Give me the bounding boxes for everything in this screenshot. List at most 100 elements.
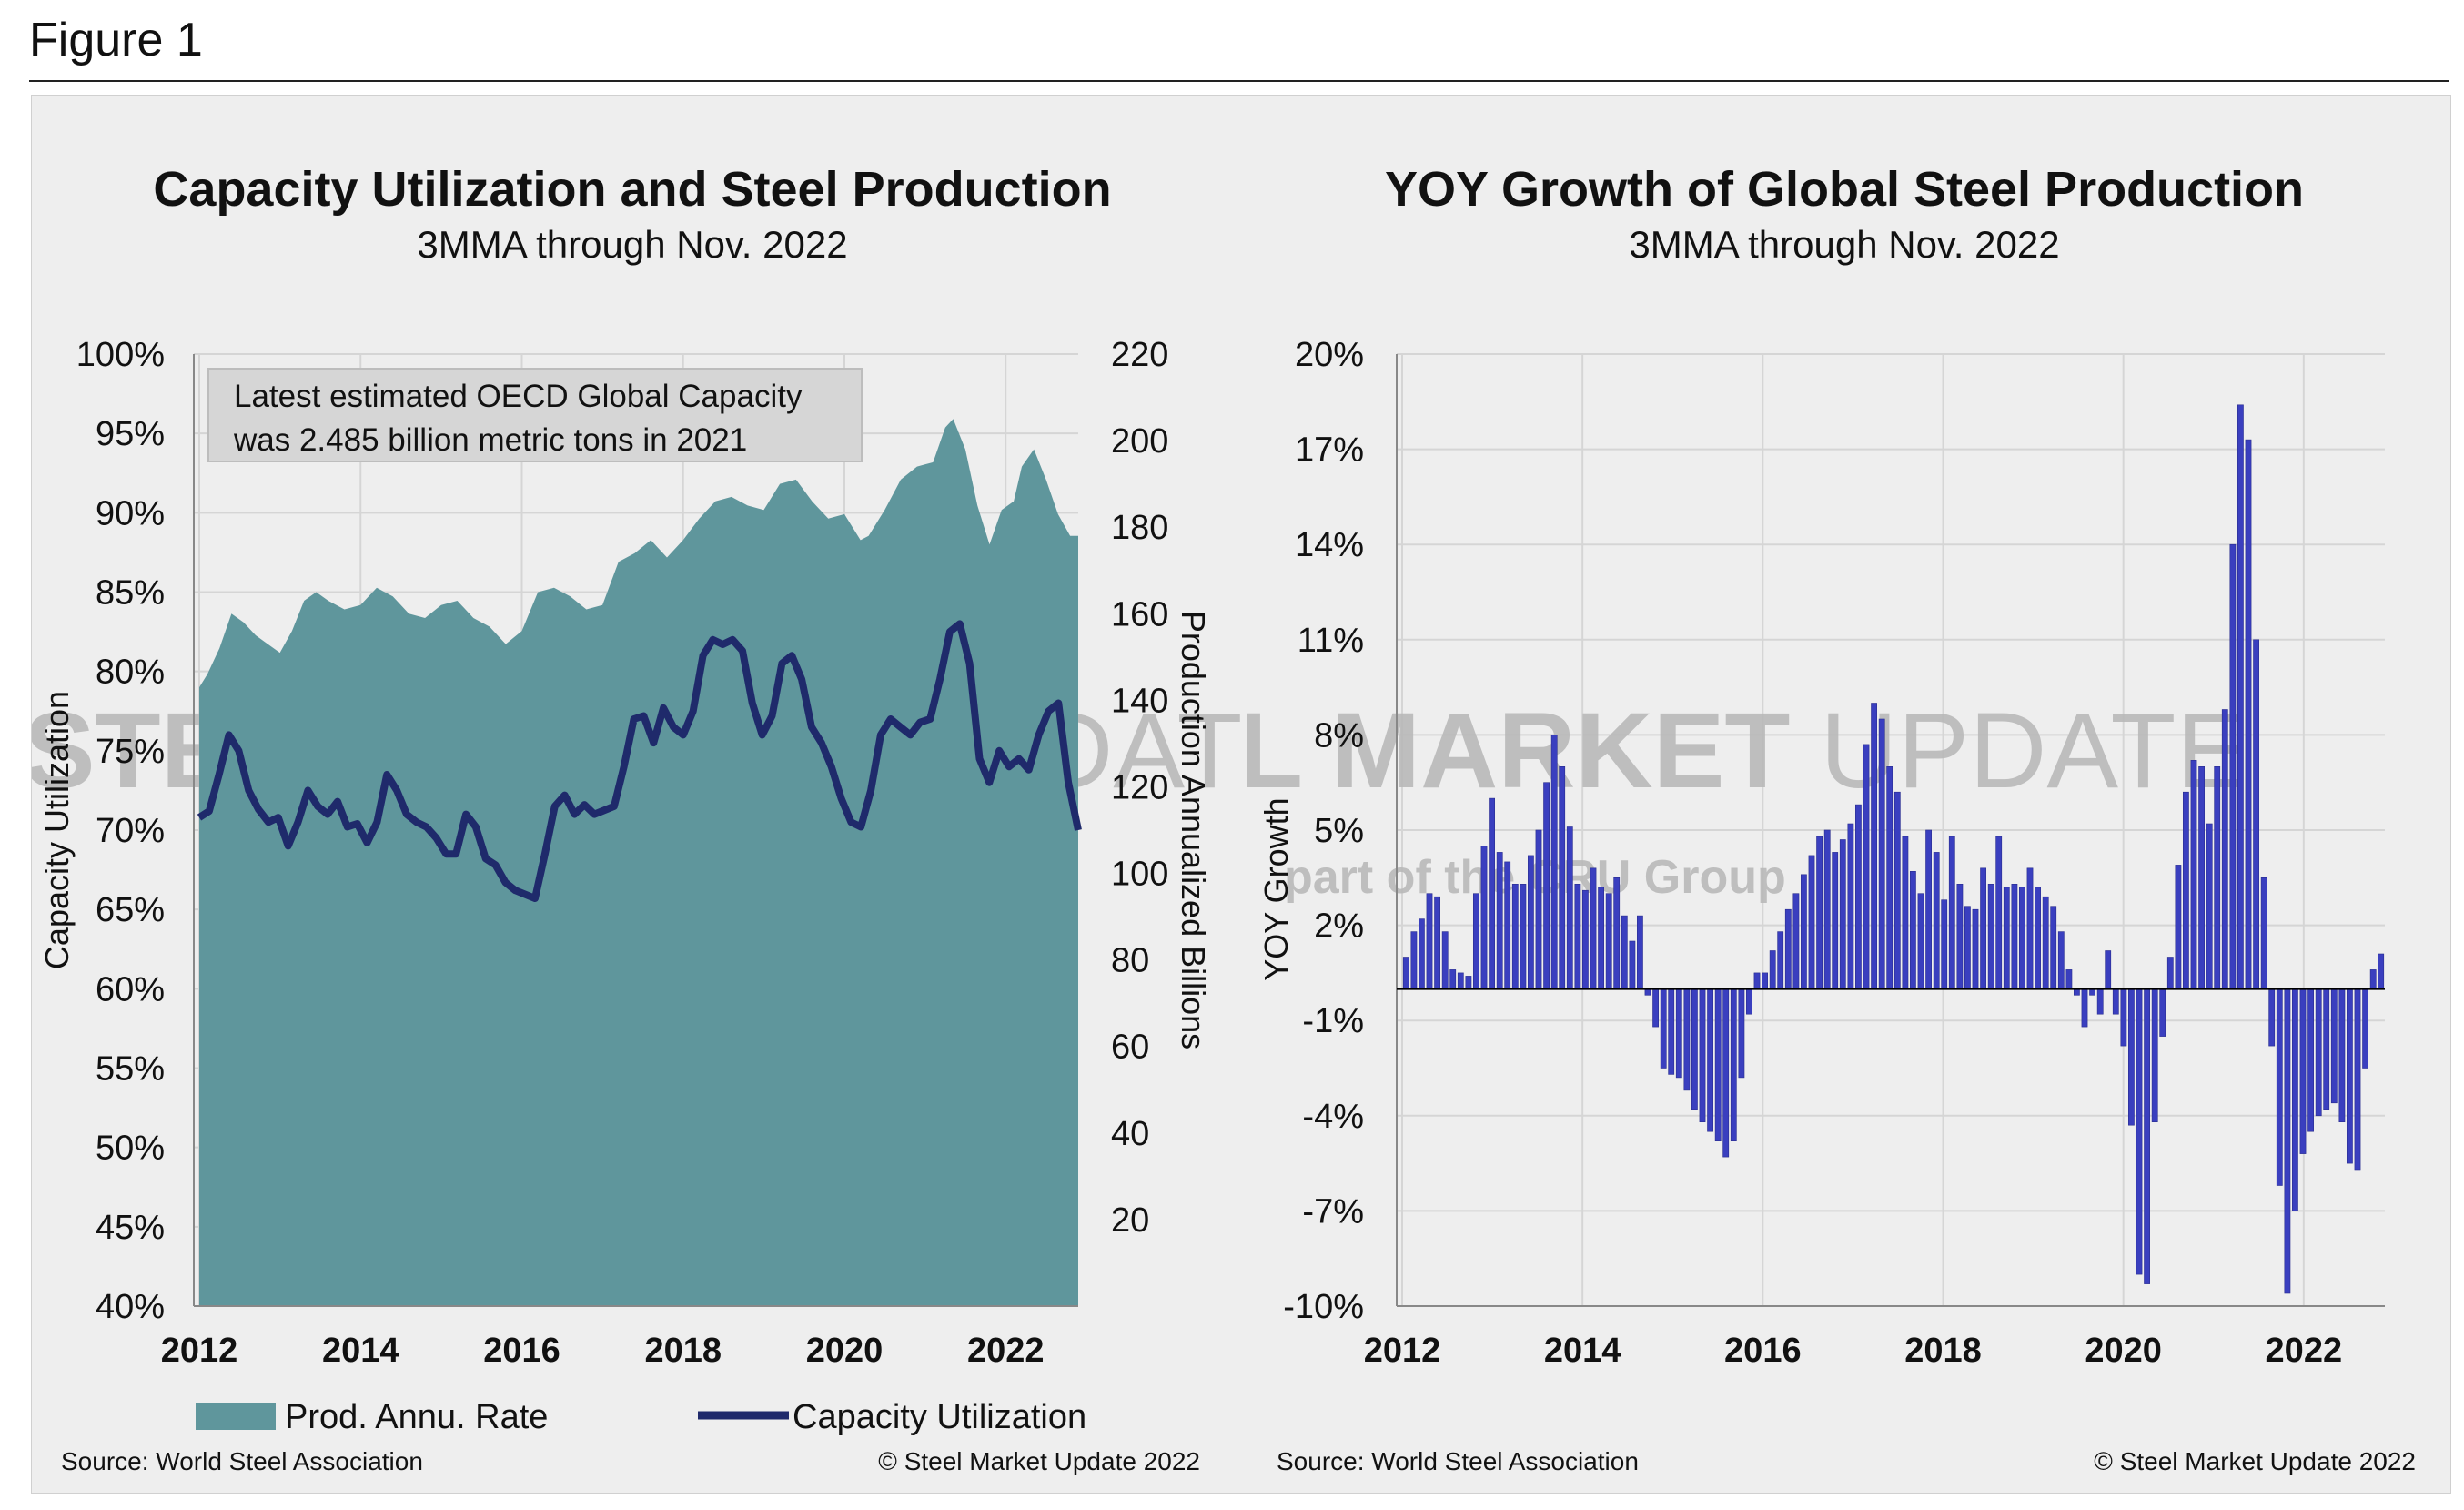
yoy-bar bbox=[1832, 852, 1839, 989]
yoy-bars bbox=[1402, 404, 2385, 1294]
watermark-tagline: part of the CRU Group bbox=[1284, 851, 1786, 904]
yoy-bar bbox=[1980, 867, 1986, 989]
left-y-tick: 75% bbox=[96, 733, 165, 771]
yoy-bar bbox=[1839, 839, 1846, 989]
right-y-tick: 8% bbox=[1314, 716, 1364, 755]
yoy-bar bbox=[2011, 883, 2018, 989]
yoy-bar bbox=[1995, 836, 2003, 989]
production-area-series bbox=[199, 419, 1078, 1306]
yoy-bar bbox=[1441, 931, 1449, 989]
left-y-axis-title: Capacity Utilization bbox=[38, 691, 76, 969]
yoy-bar bbox=[1987, 883, 1994, 989]
yoy-bar bbox=[2237, 404, 2244, 989]
right-y-tick: -7% bbox=[1302, 1192, 1364, 1231]
yoy-bar bbox=[1504, 861, 1511, 989]
left-x-tick: 2016 bbox=[483, 1332, 560, 1370]
yoy-bar bbox=[1753, 972, 1761, 989]
yoy-bar bbox=[2166, 957, 2174, 989]
left-y2-tick: 220 bbox=[1111, 336, 1168, 374]
left-x-tick: 2022 bbox=[967, 1332, 1045, 1370]
yoy-bar bbox=[2042, 896, 2049, 989]
yoy-bar bbox=[1559, 765, 1566, 989]
yoy-bar bbox=[1535, 829, 1542, 989]
left-chart-panel: Capacity Utilization and Steel Productio… bbox=[24, 95, 1314, 1494]
yoy-bar bbox=[1660, 988, 1667, 1069]
right-x-tick: 2022 bbox=[2266, 1332, 2343, 1370]
right-x-tick: 2016 bbox=[1724, 1332, 1802, 1370]
yoy-bar bbox=[1902, 836, 1909, 989]
yoy-bar bbox=[2347, 988, 2353, 1164]
yoy-bar bbox=[1590, 867, 1597, 989]
yoy-bar bbox=[1878, 718, 1885, 989]
yoy-bar bbox=[1605, 893, 1612, 989]
yoy-bar bbox=[1871, 703, 1877, 989]
yoy-bar bbox=[1777, 931, 1784, 989]
left-y2-tick: 160 bbox=[1111, 595, 1168, 633]
note-line-2: was 2.485 billion metric tons in 2021 bbox=[233, 422, 747, 458]
left-x-tick: 2014 bbox=[322, 1332, 399, 1370]
right-x-tick: 2018 bbox=[1904, 1332, 1982, 1370]
yoy-bar bbox=[2323, 988, 2330, 1110]
yoy-bar bbox=[1683, 988, 1691, 1091]
left-y-tick: 55% bbox=[96, 1050, 165, 1089]
yoy-bar bbox=[1675, 988, 1682, 1079]
yoy-bar bbox=[1769, 950, 1776, 989]
yoy-bar bbox=[1480, 846, 1488, 989]
right-y-axis-title: YOY Growth bbox=[1257, 797, 1295, 980]
legend-area-label: Prod. Annu. Rate bbox=[285, 1398, 548, 1436]
yoy-bar bbox=[1636, 915, 1643, 989]
note-box bbox=[207, 368, 863, 462]
left-y-tick: 45% bbox=[96, 1209, 165, 1247]
yoy-bar bbox=[2144, 988, 2150, 1284]
yoy-bar bbox=[2245, 439, 2252, 989]
yoy-bar bbox=[1457, 972, 1464, 989]
yoy-bar bbox=[1465, 976, 1472, 989]
yoy-bar bbox=[2221, 709, 2228, 989]
right-y-tick: -4% bbox=[1302, 1098, 1364, 1136]
yoy-growth-chart: YOY Growth of Global Steel Production 3M… bbox=[957, 162, 2416, 1475]
yoy-bar bbox=[1714, 988, 1722, 1141]
yoy-bar bbox=[1668, 988, 1675, 1075]
yoy-bar bbox=[2315, 988, 2322, 1117]
left-y-tick-labels: 40% 45% 50% 55% 60% 65% 70% 75% 80% 85% 90% 95% 100% bbox=[76, 336, 165, 1326]
right-y-tick: 11% bbox=[1298, 622, 1364, 660]
right-y-tick: 17% bbox=[1295, 431, 1364, 470]
yoy-bar bbox=[1489, 797, 1495, 989]
yoy-bar bbox=[1419, 918, 1425, 989]
right-y-tick-labels: -10% -7% -4% -1% 2% 5% 8% 11% 14% 17% 20% bbox=[1283, 336, 1364, 1326]
left-y2-tick: 100 bbox=[1111, 856, 1168, 894]
yoy-bar bbox=[2190, 759, 2197, 989]
yoy-bar bbox=[2330, 988, 2338, 1104]
left-copyright: © Steel Market Update 2022 bbox=[878, 1447, 1200, 1475]
capacity-utilization-line bbox=[197, 620, 1082, 902]
left-y2-axis-title: Production Annualized Billions bbox=[1175, 611, 1212, 1049]
yoy-bar bbox=[2136, 988, 2143, 1275]
left-y-tick: 80% bbox=[96, 654, 165, 692]
left-y2-tick-labels: 20 40 60 80 100 120 140 160 180 200 220 bbox=[1111, 336, 1168, 1240]
yoy-bar bbox=[2362, 988, 2368, 1069]
oecd-capacity-note: Latest estimated OECD Global Capacity wa… bbox=[207, 368, 863, 462]
yoy-bar bbox=[1598, 887, 1604, 989]
yoy-bar bbox=[1863, 744, 1870, 989]
yoy-bar bbox=[2050, 906, 2057, 989]
yoy-bar bbox=[1917, 893, 1924, 989]
yoy-bar bbox=[1738, 988, 1745, 1079]
yoy-bar bbox=[1933, 852, 1940, 989]
right-y-tick: 2% bbox=[1314, 907, 1364, 946]
yoy-bar bbox=[2159, 988, 2166, 1037]
left-y2-tick: 80 bbox=[1111, 942, 1149, 980]
legend-area-swatch bbox=[196, 1403, 276, 1430]
yoy-bar bbox=[2151, 988, 2158, 1122]
right-x-tick-labels: 2012 2014 2016 2018 2020 2022 bbox=[1364, 1332, 2342, 1370]
right-y-tick: 14% bbox=[1295, 526, 1364, 564]
yoy-bar bbox=[2307, 988, 2314, 1132]
left-y-tick: 40% bbox=[96, 1288, 165, 1326]
yoy-bar bbox=[1629, 940, 1636, 989]
yoy-bar bbox=[2096, 988, 2104, 1015]
left-chart-subtitle: 3MMA through Nov. 2022 bbox=[417, 223, 847, 266]
yoy-bar bbox=[1925, 829, 1932, 989]
right-chart-panel: YOY Growth of Global Steel Production 3M… bbox=[957, 95, 2451, 1494]
yoy-bar bbox=[2018, 887, 2025, 989]
left-y-tick: 50% bbox=[96, 1130, 165, 1168]
left-x-tick: 2020 bbox=[806, 1332, 884, 1370]
